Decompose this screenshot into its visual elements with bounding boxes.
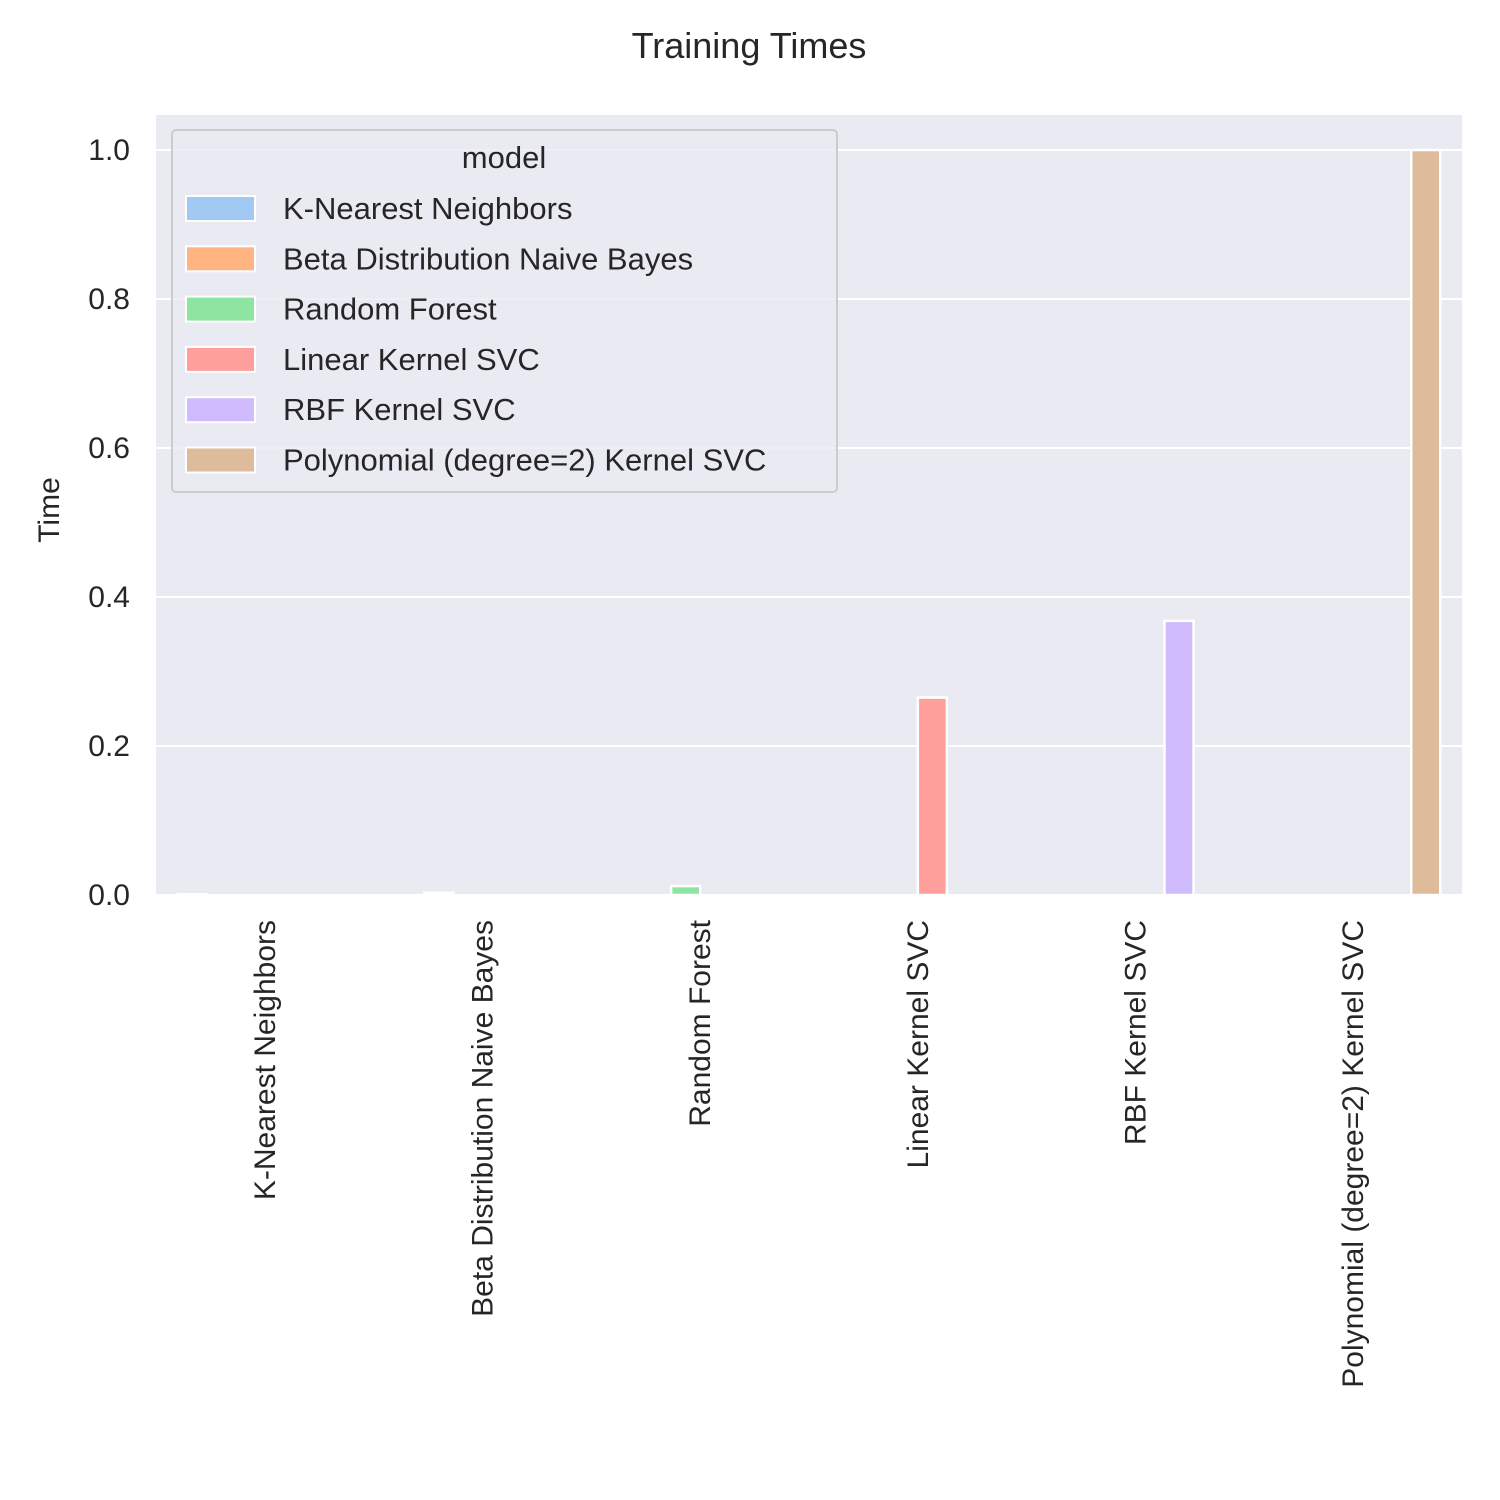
legend-label: Random Forest <box>283 292 497 327</box>
legend-swatch <box>185 345 256 373</box>
y-tick-label: 0.4 <box>88 581 130 614</box>
legend: model K-Nearest Neighbors Beta Distributio… <box>171 129 838 493</box>
x-tick-labels: K-Nearest Neighbors Beta Distribution Nai… <box>249 919 1370 1387</box>
bar-5-5 <box>1163 619 1195 897</box>
bar-3-3 <box>669 884 702 897</box>
legend-label: K-Nearest Neighbors <box>283 191 572 226</box>
legend-swatch <box>185 446 256 474</box>
y-axis-label: Time <box>33 477 66 543</box>
chart-title: Training Times <box>632 25 867 66</box>
bar-1-1 <box>176 893 209 897</box>
legend-swatch <box>185 295 256 323</box>
legend-swatch <box>185 396 256 424</box>
x-tick-label: Linear Kernel SVC <box>902 920 935 1168</box>
y-tick-label: 0.2 <box>88 730 130 763</box>
bar-2-2 <box>423 891 455 897</box>
y-tick-label: 0.0 <box>88 879 130 912</box>
y-tick-label: 1.0 <box>88 134 130 167</box>
legend-label: Linear Kernel SVC <box>283 342 540 377</box>
bar-4-4 <box>916 696 949 897</box>
y-tick-label: 0.8 <box>88 283 130 316</box>
x-tick-label: K-Nearest Neighbors <box>249 920 282 1200</box>
legend-title: model <box>462 140 546 175</box>
legend-label: Polynomial (degree=2) Kernel SVC <box>283 443 766 478</box>
x-tick-label: Polynomial (degree=2) Kernel SVC <box>1337 920 1370 1388</box>
x-tick-label: Random Forest <box>684 919 717 1126</box>
legend-label: Beta Distribution Naive Bayes <box>283 241 693 276</box>
y-tick-label: 0.6 <box>88 432 130 465</box>
x-tick-label: Beta Distribution Naive Bayes <box>467 920 500 1317</box>
legend-swatch <box>185 245 256 273</box>
y-tick-labels: 0.0 0.2 0.4 0.6 0.8 1.0 <box>88 134 130 912</box>
legend-label: RBF Kernel SVC <box>283 392 516 427</box>
legend-swatch <box>185 195 256 222</box>
bar-6-6 <box>1409 148 1442 897</box>
x-tick-label: RBF Kernel SVC <box>1120 920 1153 1145</box>
bar-group <box>176 148 1442 897</box>
legend-box <box>171 129 838 493</box>
